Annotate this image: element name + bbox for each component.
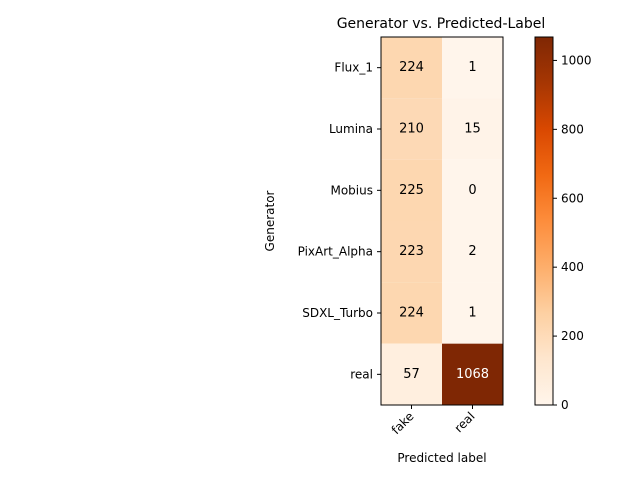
colorbar-tick-label: 800 xyxy=(561,122,584,136)
cell-value-label: 224 xyxy=(399,306,424,321)
y-tick-label: PixArt_Alpha xyxy=(298,245,373,259)
x-axis-label: Predicted label xyxy=(397,451,486,465)
cell-value-label: 210 xyxy=(399,122,424,137)
cell-value-label: 1 xyxy=(468,306,476,321)
cell-value-label: 0 xyxy=(468,183,476,198)
y-tick-labels: Flux_1 Lumina Mobius PixArt_Alpha SDXL_Turbo… xyxy=(298,61,381,381)
heatmap-cell xyxy=(442,282,503,344)
y-tick-label: Lumina xyxy=(329,122,373,136)
heatmap-cell xyxy=(442,343,503,405)
heatmap-cell xyxy=(381,282,442,344)
cell-value-label: 2 xyxy=(468,244,476,259)
y-axis-label: Generator xyxy=(263,190,277,251)
colorbar xyxy=(534,36,554,406)
cell-value-label: 1068 xyxy=(456,367,489,382)
heatmap-cell xyxy=(442,37,503,99)
x-tick-label: real xyxy=(452,409,478,435)
cell-value-label: 224 xyxy=(399,60,424,75)
heatmap-cell xyxy=(381,37,442,99)
colorbar-tick-label: 600 xyxy=(561,191,584,205)
chart-title: Generator vs. Predicted-Label xyxy=(337,16,546,32)
heatmap-cell xyxy=(381,98,442,160)
x-tick-labels: fake real xyxy=(389,405,478,437)
colorbar-ticks: 0 200 400 600 800 1000 xyxy=(553,53,592,412)
heatmap-cells: 224 1 210 15 225 0 223 2 224 1 57 1068 xyxy=(381,37,503,405)
cell-value-label: 15 xyxy=(464,122,481,137)
y-tick-label: SDXL_Turbo xyxy=(302,306,373,320)
x-tick-label: fake xyxy=(389,409,417,437)
colorbar-tick-label: 1000 xyxy=(561,53,592,67)
y-tick-label: real xyxy=(350,367,373,381)
y-tick-label: Mobius xyxy=(330,183,373,197)
heatmap-cell xyxy=(381,221,442,283)
heatmap-cell xyxy=(442,221,503,283)
plot-frame xyxy=(380,36,504,406)
colorbar-tick-label: 400 xyxy=(561,260,584,274)
cell-value-label: 223 xyxy=(399,244,424,259)
colorbar-tick-label: 200 xyxy=(561,329,584,343)
heatmap-cell xyxy=(381,343,442,405)
heatmap-cell xyxy=(442,159,503,221)
cell-value-label: 225 xyxy=(399,183,424,198)
cell-value-label: 57 xyxy=(403,367,420,382)
cell-value-label: 1 xyxy=(468,60,476,75)
y-tick-label: Flux_1 xyxy=(334,61,373,75)
heatmap-cell xyxy=(442,98,503,160)
heatmap-cell xyxy=(381,159,442,221)
colorbar-tick-label: 0 xyxy=(561,398,569,412)
